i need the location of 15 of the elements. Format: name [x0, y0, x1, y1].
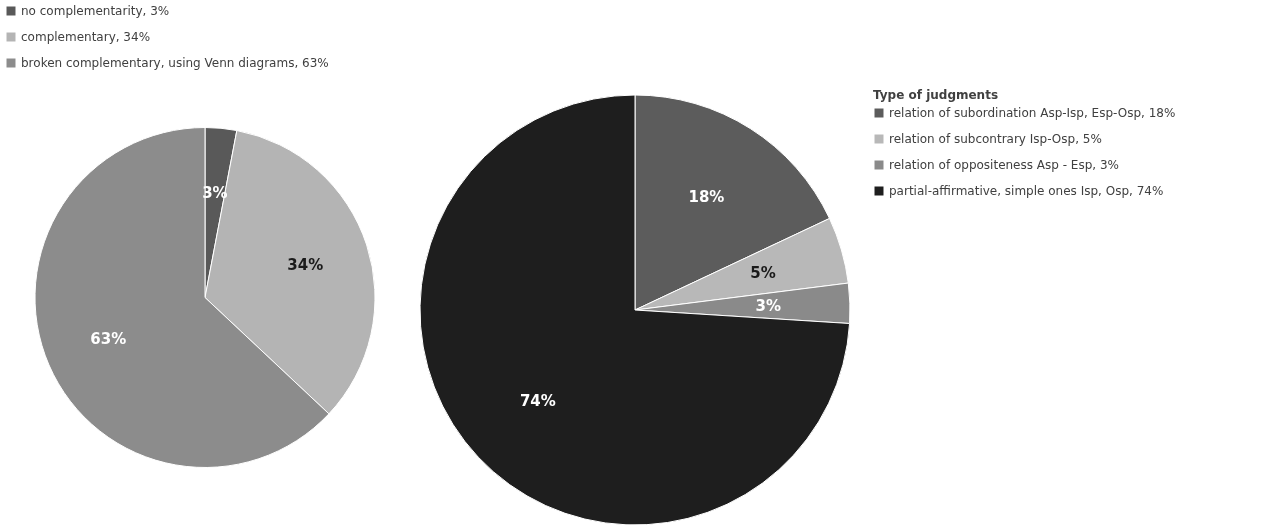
legend-label: relation of oppositeness Asp - Esp, 3% [889, 158, 1119, 172]
data-label: 34% [287, 255, 324, 274]
data-label: 5% [750, 263, 776, 282]
legend-label: no complementarity, 3% [21, 4, 170, 18]
legend-label: broken complementary, using Venn diagrams, 63% [21, 56, 329, 70]
legend-label: relation of subcontrary Isp-Osp, 5% [889, 132, 1102, 146]
data-label: 18% [688, 188, 725, 207]
legend-title: Type of judgments [873, 88, 999, 102]
legend-label: complementary, 34% [21, 30, 151, 44]
legend-label: partial-affirmative, simple ones Isp, Osp, 74% [889, 184, 1164, 198]
data-label: 63% [90, 330, 127, 349]
pie-slice [419, 94, 851, 526]
data-label: 74% [519, 392, 556, 411]
data-label: 3% [755, 296, 781, 315]
legend-label: relation of subordination Asp-Isp, Esp-Osp, 18% [889, 106, 1176, 120]
